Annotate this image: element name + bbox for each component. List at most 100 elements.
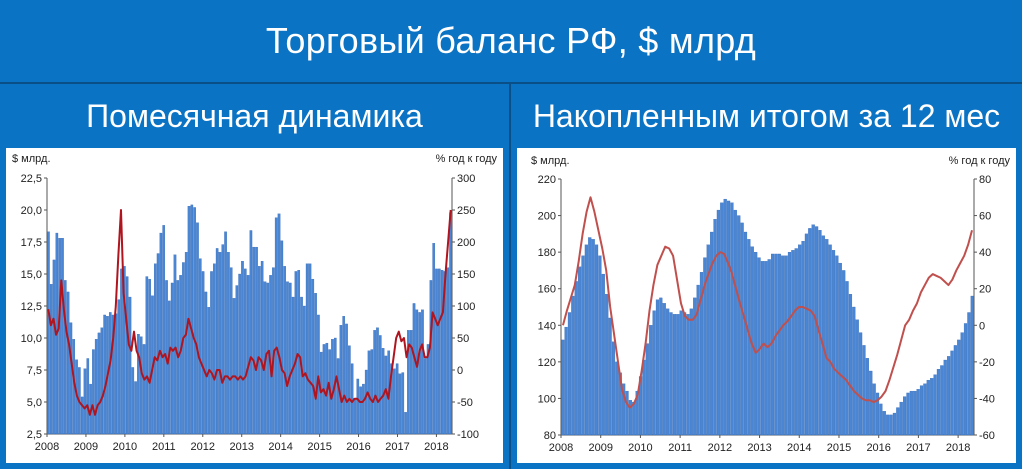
right-bar	[706, 244, 710, 436]
right-bar	[848, 294, 853, 436]
left-x-tick-label: 2010	[113, 441, 137, 453]
right-bar	[804, 233, 809, 436]
right-yoy-line	[562, 196, 973, 409]
right-bar	[662, 303, 666, 436]
left-bar	[404, 412, 407, 435]
right-bar	[605, 294, 609, 436]
left-x-tick-label: 2017	[385, 441, 409, 453]
right-x-tick-label: 2013	[747, 442, 771, 454]
left-y2-tick-label: 0	[457, 365, 463, 377]
left-bar	[80, 396, 84, 435]
left-bar	[274, 217, 278, 435]
right-bar	[635, 390, 639, 436]
left-bar	[148, 278, 151, 435]
right-y2-tick-label: -60	[979, 430, 995, 442]
right-bar	[957, 339, 961, 436]
left-bar	[218, 252, 222, 435]
left-x-tick-label: 2016	[346, 441, 370, 453]
left-bar	[238, 273, 241, 435]
left-y-tick-label: 22,5	[21, 173, 42, 185]
right-bar	[730, 202, 734, 436]
left-bar	[303, 305, 306, 435]
left-bar	[63, 280, 67, 435]
right-bar	[811, 224, 815, 436]
right-bar	[909, 390, 913, 436]
right-bar	[879, 403, 883, 436]
right-bar	[791, 250, 795, 436]
left-y2-tick-label: 50	[457, 333, 469, 345]
right-bar	[787, 251, 792, 436]
left-bar	[336, 358, 340, 435]
right-bar	[713, 219, 717, 436]
left-bar	[162, 225, 166, 435]
right-bar	[716, 209, 721, 436]
right-bar	[882, 411, 886, 436]
left-x-tick-label: 2014	[268, 441, 292, 453]
left-bar	[215, 248, 219, 435]
left-bar	[66, 291, 70, 435]
right-y2-tick-label: -40	[979, 393, 995, 405]
left-bar	[364, 369, 368, 435]
left-bar	[69, 322, 73, 435]
right-bar	[892, 412, 897, 436]
right-bar	[855, 319, 859, 436]
right-bar	[726, 200, 731, 436]
left-bar	[58, 238, 61, 435]
right-bar	[703, 257, 707, 436]
cumulative-chart-panel: $ млрд. % год к году 80 100 120 140 160 180 20…	[517, 148, 1016, 463]
right-bar	[764, 261, 768, 436]
left-bar	[339, 325, 343, 435]
right-bar	[652, 310, 656, 436]
right-bar	[950, 350, 954, 436]
left-y-tick-label: 2,5	[27, 429, 42, 441]
left-bar	[283, 266, 286, 435]
right-bar	[655, 299, 660, 436]
left-bar	[156, 253, 160, 435]
left-bar	[314, 293, 317, 435]
right-bar	[865, 358, 869, 436]
right-x-tick-label: 2009	[588, 442, 612, 454]
right-bar	[564, 326, 568, 436]
left-bar	[297, 270, 301, 435]
left-bar	[232, 298, 236, 435]
cumulative-chart: $ млрд. % год к году 80 100 120 140 160 180 20…	[531, 155, 1010, 454]
left-bar	[97, 332, 101, 435]
right-bar	[801, 241, 805, 436]
right-y2-tick-label: 40	[979, 247, 991, 259]
left-bar	[359, 386, 362, 435]
right-bar	[899, 401, 903, 436]
right-bar	[777, 253, 781, 436]
left-bar	[243, 268, 247, 435]
left-bar	[128, 296, 132, 435]
left-y2-tick-label: 250	[457, 205, 475, 217]
left-bar	[182, 262, 185, 435]
left-bar	[61, 238, 64, 435]
right-bar	[581, 255, 585, 436]
right-bar	[936, 369, 941, 436]
left-bar	[235, 285, 239, 435]
right-y-tick-label: 200	[538, 211, 556, 223]
left-bar	[390, 363, 393, 435]
left-bar	[393, 368, 396, 435]
right-bar	[774, 253, 778, 436]
left-y-tick-label: 12,5	[21, 301, 42, 313]
right-bar	[858, 332, 863, 436]
left-bar	[266, 282, 270, 435]
left-bar	[159, 232, 163, 435]
left-bar	[153, 263, 157, 435]
monthly-chart-panel: $ млрд. % год к году 2,5 5,0 7,5 10,0 12,5 15…	[6, 148, 503, 463]
left-bar	[353, 398, 357, 435]
left-bar	[125, 276, 129, 435]
left-bar	[123, 266, 126, 435]
right-bar	[710, 231, 714, 436]
left-bar	[376, 327, 379, 435]
right-bar	[720, 202, 724, 436]
left-bar	[52, 259, 56, 435]
left-bar	[378, 335, 382, 435]
right-bar	[919, 385, 924, 436]
right-bar	[571, 295, 575, 436]
right-bar	[561, 339, 565, 436]
right-bar	[649, 325, 653, 436]
left-bar	[117, 299, 121, 435]
left-bar	[229, 267, 233, 435]
